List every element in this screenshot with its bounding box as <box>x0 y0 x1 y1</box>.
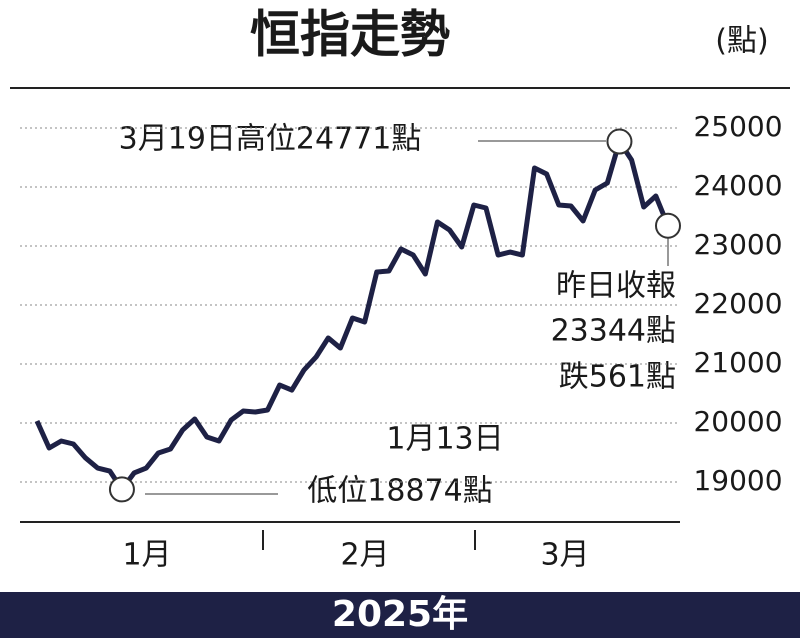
annotation: 低位18874點 <box>307 474 492 509</box>
annotation: 1月13日 <box>386 422 503 457</box>
annotation: 昨日收報 <box>556 269 676 304</box>
line <box>34 139 671 492</box>
y-tick-label: 23000 <box>693 228 782 261</box>
x-tick-label: 2月 <box>340 538 389 573</box>
y-tick-label: 20000 <box>693 405 782 438</box>
unit-label: (點) <box>715 24 768 59</box>
x-tick-label: 1月 <box>122 538 171 573</box>
x-tick-label: 3月 <box>540 538 589 573</box>
y-tick-label: 24000 <box>693 169 782 202</box>
point-marker <box>606 128 633 155</box>
point-marker <box>108 476 135 503</box>
annotation: 3月19日高位24771點 <box>119 122 422 157</box>
y-tick-label: 21000 <box>693 346 782 379</box>
y-tick-label: 22000 <box>693 287 782 320</box>
annotation: 跌561點 <box>559 360 676 395</box>
y-tick-label: 25000 <box>693 110 782 143</box>
annotation: 23344點 <box>551 314 676 349</box>
y-tick-label: 19000 <box>693 464 782 497</box>
point-marker <box>655 212 681 239</box>
footer-bar <box>0 592 800 638</box>
x-axis-label: 2025年 <box>332 594 468 635</box>
chart-title: 恒指走勢 <box>250 6 450 64</box>
